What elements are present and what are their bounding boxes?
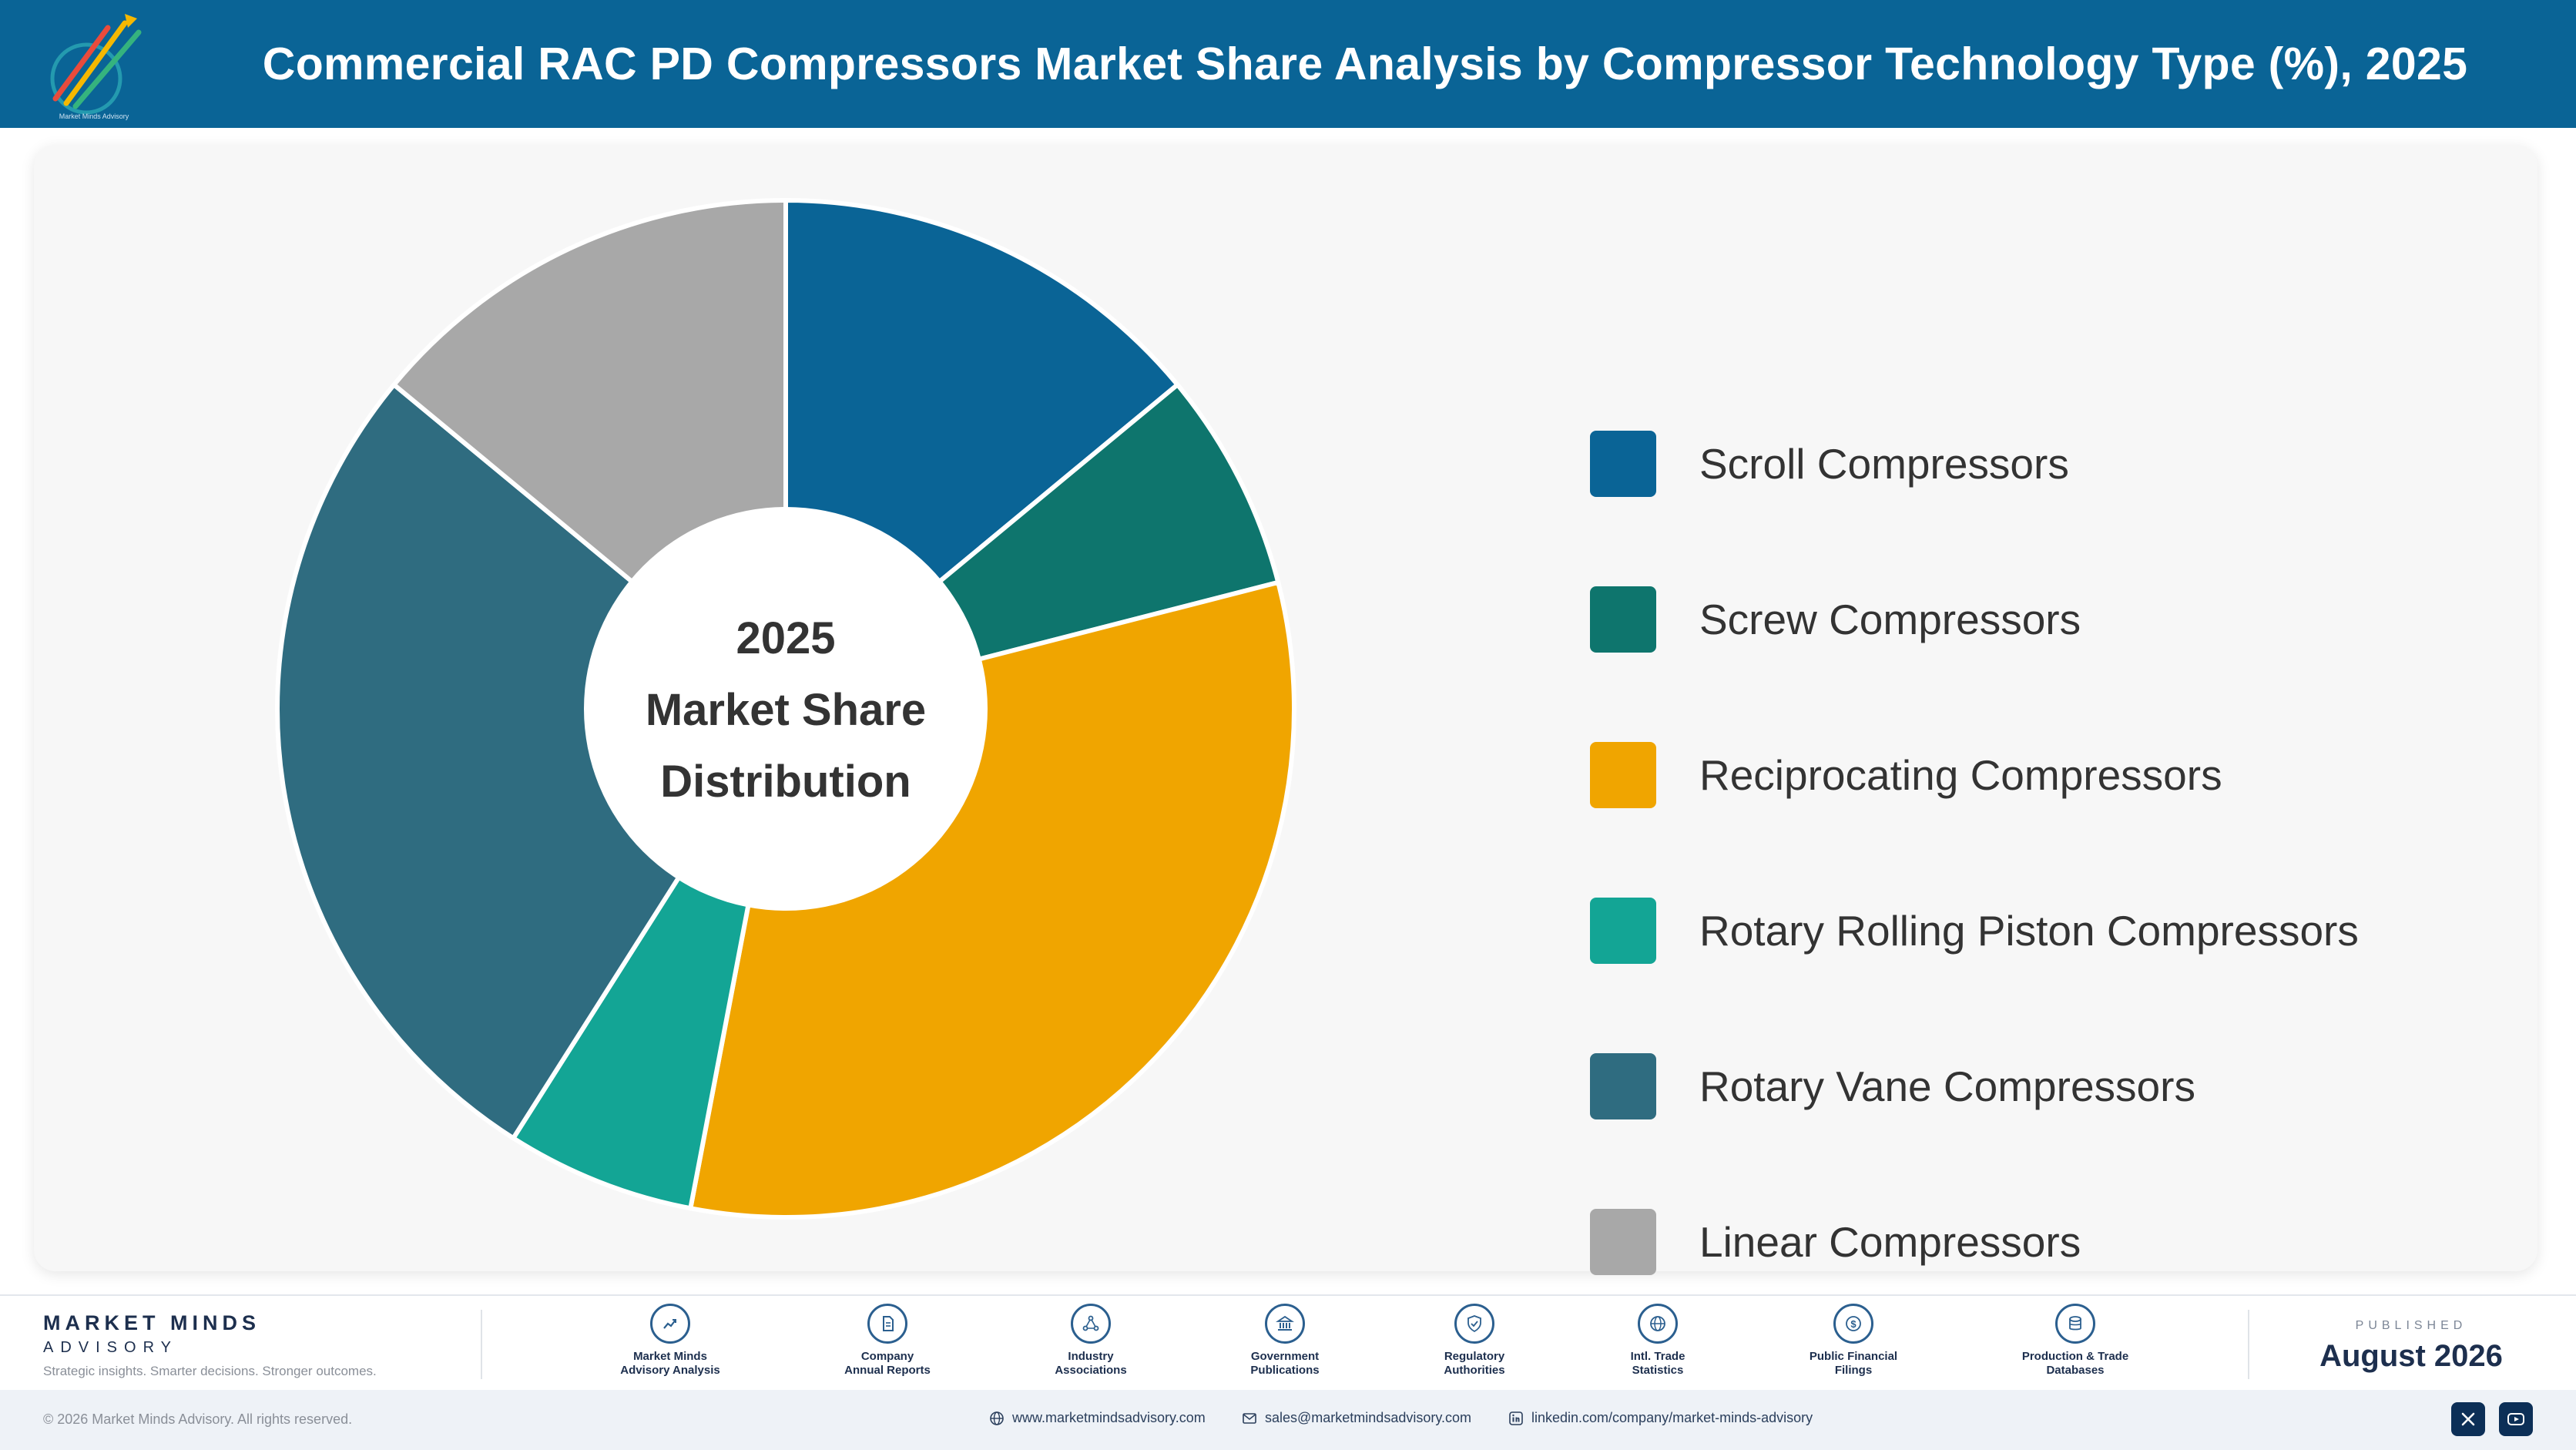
source-label: Market Minds Advisory Analysis <box>620 1350 720 1377</box>
source-label: Industry Associations <box>1055 1350 1127 1377</box>
document-icon <box>867 1304 907 1344</box>
building-icon <box>1265 1304 1305 1344</box>
legend-swatch <box>1590 1053 1656 1119</box>
center-label-line-2: Market Share <box>646 685 926 735</box>
brand-tagline: Strategic insights. Smarter decisions. S… <box>43 1364 377 1378</box>
youtube-social-button[interactable] <box>2499 1402 2533 1436</box>
source-label: Production & Trade Databases <box>2021 1350 2129 1377</box>
legend-item[interactable]: Rotary Rolling Piston Compressors <box>1590 897 2359 965</box>
website-text: www.marketmindsadvisory.com <box>1012 1410 1206 1425</box>
legend-item[interactable]: Screw Compressors <box>1590 586 2081 653</box>
chart-line-icon <box>650 1304 690 1344</box>
published-date: August 2026 <box>2319 1339 2503 1373</box>
legend-item[interactable]: Reciprocating Compressors <box>1590 741 2222 809</box>
legend-label: Reciprocating Compressors <box>1699 751 2222 799</box>
footer-sources-bar: MARKET MINDS ADVISORY Strategic insights… <box>0 1294 2576 1390</box>
donut-hole <box>584 507 988 911</box>
legend-swatch <box>1590 586 1656 653</box>
x-social-button[interactable] <box>2451 1402 2485 1436</box>
source-label: Government Publications <box>1250 1350 1320 1377</box>
published-label: PUBLISHED <box>2355 1319 2467 1332</box>
linkedin-link[interactable]: linkedin.com/company/market-minds-adviso… <box>1508 1410 1813 1426</box>
source-item: Industry Associations <box>1014 1304 1168 1378</box>
footer-contact-bar: © 2026 Market Minds Advisory. All rights… <box>0 1390 2576 1450</box>
brand-sub: ADVISORY <box>43 1339 178 1356</box>
legend-label: Rotary Rolling Piston Compressors <box>1699 907 2359 955</box>
brand-name: MARKET MINDS <box>43 1311 260 1334</box>
mail-icon <box>1243 1412 1256 1424</box>
legend-swatch <box>1590 431 1656 497</box>
legend-swatch <box>1590 898 1656 964</box>
legend-swatch <box>1590 1209 1656 1275</box>
database-icon <box>2055 1304 2095 1344</box>
source-item: Government Publications <box>1208 1304 1362 1378</box>
svg-text:Market Minds Advisory: Market Minds Advisory <box>59 112 129 120</box>
dollar-coin-icon: $ <box>1833 1304 1873 1344</box>
linkedin-icon <box>1509 1411 1523 1425</box>
donut-chart: 2025 Market Share Distribution <box>275 198 1296 1220</box>
chart-card: 2025 Market Share Distribution Scroll Co… <box>34 145 2537 1275</box>
source-item: Intl. Trade Statistics <box>1581 1304 1735 1378</box>
copyright: © 2026 Market Minds Advisory. All rights… <box>43 1411 353 1427</box>
legend-item[interactable]: Scroll Compressors <box>1590 430 2069 498</box>
website-link[interactable]: www.marketmindsadvisory.com <box>989 1410 1206 1426</box>
header-bar: Market Minds Advisory Commercial RAC PD … <box>0 0 2576 128</box>
email-link[interactable]: sales@marketmindsadvisory.com <box>1242 1410 1471 1426</box>
youtube-icon <box>2507 1413 2524 1425</box>
source-item: Regulatory Authorities <box>1397 1304 1551 1378</box>
source-label: Regulatory Authorities <box>1444 1350 1505 1377</box>
source-label: Intl. Trade Statistics <box>1630 1350 1685 1377</box>
pie-slice-rotary-vane-compressors[interactable] <box>275 382 788 1141</box>
legend-item[interactable]: Rotary Vane Compressors <box>1590 1052 2195 1120</box>
linkedin-text: linkedin.com/company/market-minds-adviso… <box>1531 1410 1813 1425</box>
legend-label: Screw Compressors <box>1699 596 2081 643</box>
email-text: sales@marketmindsadvisory.com <box>1265 1410 1472 1425</box>
legend-swatch <box>1590 742 1656 808</box>
center-label-line-3: Distribution <box>660 757 911 807</box>
source-item: Market Minds Advisory Analysis <box>593 1304 747 1378</box>
globe-icon <box>990 1411 1004 1425</box>
globe-icon <box>1638 1304 1678 1344</box>
logo-icon: Market Minds Advisory <box>50 14 142 120</box>
center-label-line-1: 2025 <box>736 613 835 663</box>
source-item: $ Public Financial Filings <box>1776 1304 1930 1378</box>
divider <box>481 1310 482 1379</box>
network-icon <box>1071 1304 1111 1344</box>
page-title: Commercial RAC PD Compressors Market Sha… <box>262 39 2468 89</box>
source-item: Company Annual Reports <box>810 1304 964 1378</box>
source-label: Company Annual Reports <box>844 1350 931 1377</box>
source-label: Public Financial Filings <box>1809 1350 1898 1377</box>
legend-label: Scroll Compressors <box>1699 440 2069 488</box>
legend-label: Linear Compressors <box>1699 1218 2081 1266</box>
divider <box>2248 1310 2249 1379</box>
svg-text:$: $ <box>1850 1318 1857 1330</box>
legend-label: Rotary Vane Compressors <box>1699 1062 2195 1110</box>
shield-check-icon <box>1454 1304 1494 1344</box>
x-icon <box>2461 1412 2475 1426</box>
legend-item[interactable]: Linear Compressors <box>1590 1208 2081 1276</box>
source-item: Production & Trade Databases <box>1998 1304 2152 1378</box>
